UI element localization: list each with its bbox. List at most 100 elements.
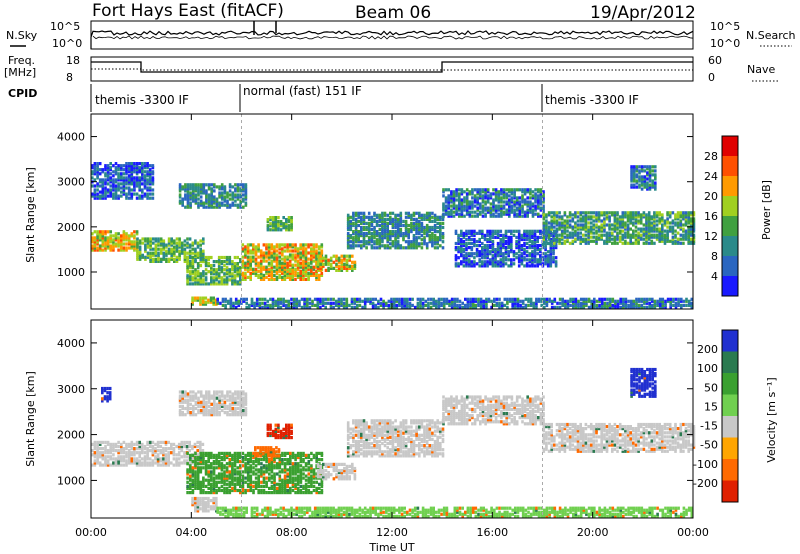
range-gate-cell <box>462 258 466 262</box>
range-gate-cell <box>473 210 477 214</box>
range-gate-cell <box>133 244 136 248</box>
range-gate-cell <box>613 235 617 239</box>
range-gate-cell <box>467 252 471 256</box>
range-gate-cell <box>519 305 522 309</box>
range-gate-cell <box>189 390 192 394</box>
range-gate-cell <box>420 217 424 221</box>
range-gate-cell <box>494 192 498 196</box>
range-gate-cell <box>663 229 667 233</box>
range-gate-cell <box>661 215 664 219</box>
range-gate-cell <box>114 180 118 184</box>
range-gate-cell <box>285 224 288 228</box>
range-gate-cell <box>278 267 281 271</box>
range-gate-cell <box>254 245 258 249</box>
range-gate-cell <box>135 447 139 451</box>
range-gate-cell <box>544 233 547 237</box>
range-gate-cell <box>183 249 187 253</box>
range-gate-cell <box>154 245 158 249</box>
range-gate-cell <box>452 202 456 206</box>
range-gate-cell <box>690 229 693 233</box>
range-gate-cell <box>349 215 353 219</box>
range-gate-cell <box>460 208 464 212</box>
range-gate-cell <box>130 444 134 449</box>
range-gate-cell <box>370 221 374 225</box>
range-gate-cell <box>502 256 505 260</box>
range-gate-cell <box>365 246 368 250</box>
range-gate-cell <box>360 227 363 232</box>
range-gate-cell <box>600 233 603 237</box>
range-gate-cell <box>373 230 376 234</box>
range-gate-cell <box>316 260 320 264</box>
range-gate-cell <box>603 221 606 225</box>
range-gate-cell <box>648 169 652 173</box>
range-gate-cell <box>199 243 202 247</box>
range-gate-cell <box>646 181 649 185</box>
range-gate-cell <box>674 221 677 225</box>
range-gate-cell <box>217 255 221 260</box>
range-gate-cell <box>558 215 561 219</box>
range-gate-cell <box>470 252 474 256</box>
range-gate-cell <box>104 447 107 451</box>
range-gate-cell <box>146 253 150 257</box>
range-gate-cell <box>302 243 305 247</box>
range-gate-cell <box>125 232 128 236</box>
range-gate-cell <box>254 257 258 261</box>
range-gate-cell <box>520 262 524 266</box>
range-gate-cell <box>138 461 141 465</box>
range-gate-cell <box>96 240 99 244</box>
range-gate-cell <box>638 175 641 179</box>
range-gate-cell <box>337 260 341 264</box>
range-gate-cell <box>676 221 680 225</box>
range-gate-cell <box>471 303 475 307</box>
range-gate-cell <box>93 172 97 176</box>
range-gate-cell <box>404 227 408 232</box>
range-gate-cell <box>112 186 115 190</box>
range-gate-cell <box>526 210 529 214</box>
range-gate-cell <box>381 215 384 219</box>
range-gate-cell <box>188 259 192 263</box>
range-gate-cell <box>353 264 357 268</box>
range-gate-cell <box>205 191 208 195</box>
range-gate-cell <box>191 457 194 461</box>
range-gate-cell <box>165 259 168 263</box>
range-gate-cell <box>319 262 322 266</box>
range-gate-cell <box>669 297 672 301</box>
range-gate-cell <box>555 221 559 225</box>
range-gate-cell <box>292 297 296 301</box>
range-gate-cell <box>423 227 426 232</box>
range-gate-cell <box>516 303 520 307</box>
range-gate-cell <box>622 299 625 303</box>
range-gate-cell <box>141 444 144 449</box>
range-gate-cell <box>279 220 283 224</box>
range-gate-cell <box>497 192 501 196</box>
range-gate-cell <box>603 211 606 215</box>
range-gate-cell <box>186 201 190 205</box>
range-gate-cell <box>320 251 324 255</box>
range-gate-cell <box>504 250 508 254</box>
range-gate-cell <box>141 457 144 461</box>
range-gate-cell <box>109 180 112 184</box>
range-gate-cell <box>410 244 413 248</box>
range-gate-cell <box>239 266 242 270</box>
range-gate-cell <box>361 299 364 303</box>
range-gate-cell <box>189 197 192 201</box>
range-gate-cell <box>348 254 351 258</box>
range-gate-cell <box>684 217 688 221</box>
range-gate-cell <box>239 276 242 280</box>
range-gate-cell <box>407 230 410 234</box>
range-gate-cell <box>389 238 392 242</box>
range-gate-cell <box>192 411 195 415</box>
range-gate-cell <box>527 299 530 303</box>
range-gate-cell <box>437 299 441 303</box>
range-gate-cell <box>354 225 358 230</box>
range-gate-cell <box>202 278 205 282</box>
range-gate-cell <box>262 273 266 277</box>
range-gate-cell <box>274 218 278 222</box>
range-gate-cell <box>464 303 467 307</box>
range-gate-cell <box>271 297 275 301</box>
range-gate-cell <box>143 162 147 166</box>
range-gate-cell <box>517 235 521 239</box>
range-gate-cell <box>189 396 192 400</box>
range-gate-cell <box>240 301 243 305</box>
range-gate-cell <box>555 233 559 237</box>
